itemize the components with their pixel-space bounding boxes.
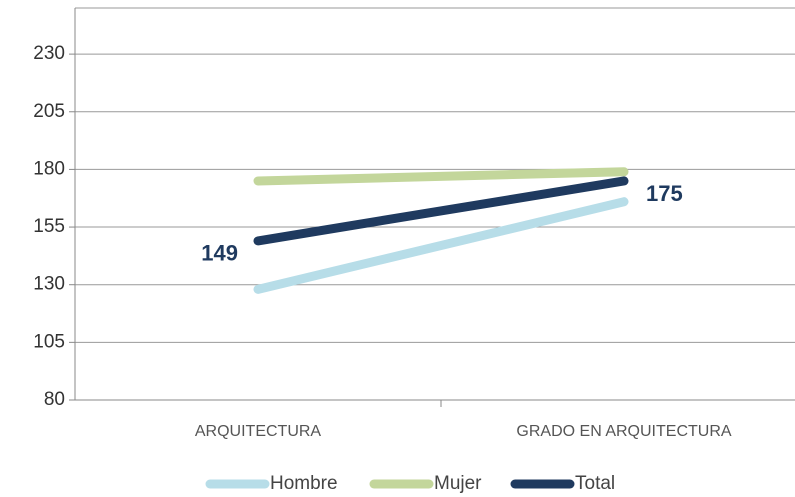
legend-label: Total <box>575 473 615 494</box>
y-tick-label: 230 <box>33 43 65 64</box>
y-tick-label: 180 <box>33 158 65 179</box>
legend-label: Mujer <box>434 473 482 494</box>
x-tick-label: ARQUITECTURA <box>195 423 322 440</box>
data-label: 175 <box>646 181 683 206</box>
line <box>253 167 629 186</box>
y-tick-label: 155 <box>33 216 65 237</box>
y-tick-label: 130 <box>33 274 65 295</box>
x-tick-label: GRADO EN ARQUITECTURA <box>516 423 731 440</box>
y-tick-label: 105 <box>33 331 65 352</box>
data-label: 149 <box>201 241 238 266</box>
line <box>253 197 629 294</box>
y-tick-label: 205 <box>33 101 65 122</box>
line <box>253 176 629 246</box>
y-tick-label: 80 <box>44 389 65 410</box>
legend-label: Hombre <box>270 473 338 494</box>
